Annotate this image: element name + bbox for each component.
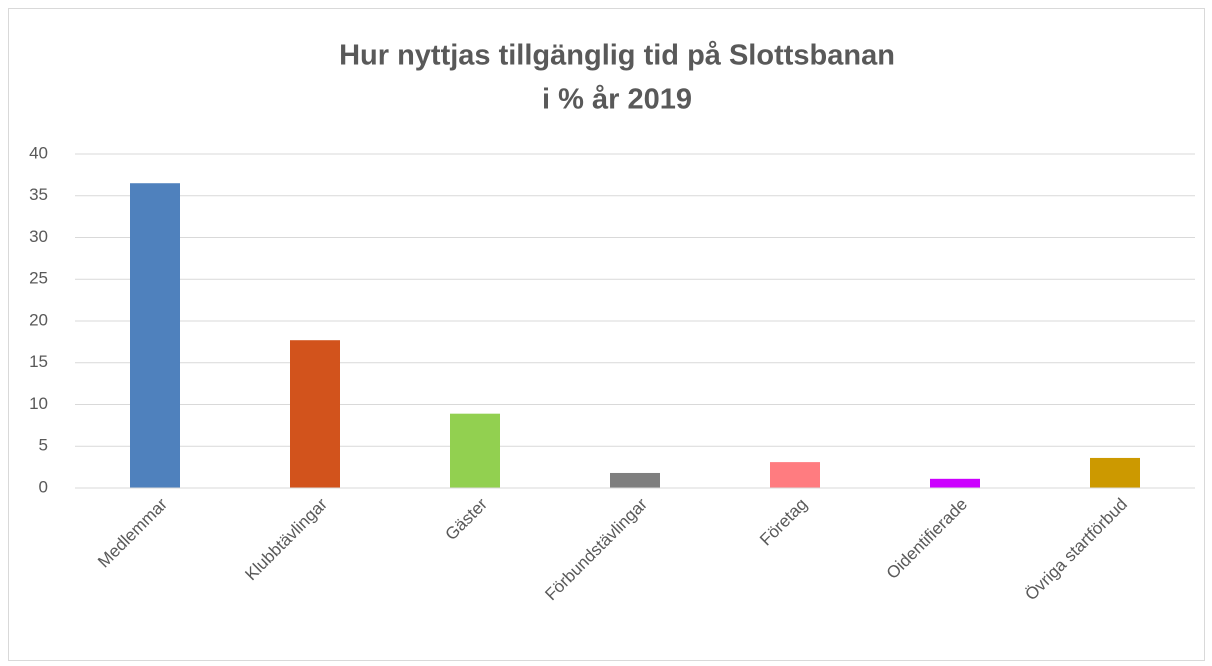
y-tick-label: 10 [29,394,48,413]
y-tick-label: 40 [29,143,48,162]
y-tick-label: 30 [29,227,48,246]
y-tick-label: 15 [29,352,48,371]
bar [450,413,500,488]
chart-title: i % år 2019 [542,84,692,116]
bar [930,478,980,488]
bar [1090,457,1140,488]
y-tick-label: 35 [29,185,48,204]
chart-title: Hur nyttjas tillgänglig tid på Slottsban… [339,40,895,72]
y-tick-label: 5 [39,436,48,455]
bar [290,340,340,488]
y-tick-label: 20 [29,310,48,329]
bar [610,472,660,488]
y-tick-label: 25 [29,269,48,288]
y-tick-label: 0 [39,477,48,496]
chart-border [8,8,1205,661]
bar [130,183,180,488]
bar [770,462,820,488]
